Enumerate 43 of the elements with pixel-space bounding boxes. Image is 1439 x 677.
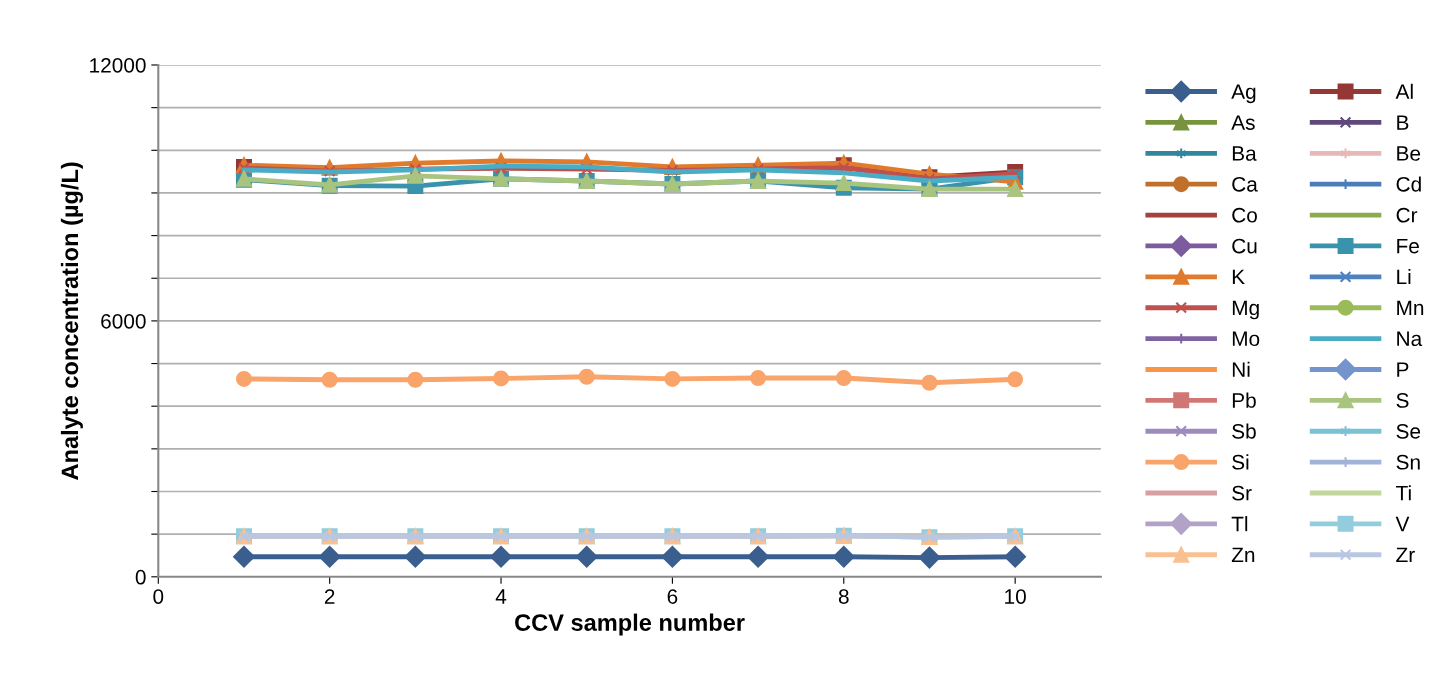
y-axis-title: Analyte concentration (µg/L) [60, 162, 83, 480]
legend-label: Ba [1232, 146, 1257, 161]
legend-label: Mg [1232, 300, 1259, 320]
legend-label: Se [1396, 423, 1421, 439]
legend-label: Zn [1231, 547, 1255, 563]
legend-label: Ni [1232, 361, 1250, 377]
legend-label: K [1232, 269, 1245, 285]
legend-label: Ti [1396, 485, 1411, 501]
legend-label: Ca [1232, 176, 1258, 192]
legend-label: S [1396, 393, 1409, 408]
legend-label: Pb [1232, 392, 1256, 408]
y-tick-label: 12000 [90, 57, 146, 73]
legend-label: Cd [1396, 176, 1421, 192]
legend-label: Mn [1397, 300, 1424, 315]
legend-label: Al [1395, 83, 1413, 99]
legend-label: Be [1397, 146, 1421, 161]
legend-label: Zr [1396, 547, 1415, 563]
legend-label: Ag [1231, 84, 1256, 104]
y-tick-label: 0 [135, 569, 146, 585]
legend-label: V [1395, 516, 1410, 532]
legend-label: B [1397, 115, 1409, 130]
x-axis-title: CCV sample number [515, 613, 745, 636]
legend-label: Fe [1397, 238, 1419, 254]
x-tick-label: 6 [667, 589, 678, 604]
y-tick-label: 6000 [101, 313, 146, 329]
x-tick-label: 8 [838, 589, 849, 604]
legend-label: Sb [1232, 423, 1256, 439]
legend-label: Si [1232, 454, 1249, 470]
legend-label: Mo [1232, 331, 1260, 347]
legend-label: Cu [1232, 238, 1257, 254]
legend-label: Cr [1396, 207, 1418, 223]
x-tick-label: 4 [495, 589, 507, 604]
legend-label: Sn [1396, 454, 1420, 470]
x-tick-label: 0 [153, 589, 164, 604]
legend-label: Tl [1231, 516, 1248, 532]
legend-label: P [1397, 362, 1409, 377]
legend-label: Li [1397, 269, 1411, 285]
legend-label: Sr [1232, 485, 1252, 501]
x-tick-label: 2 [324, 589, 335, 604]
legend-label: Co [1232, 207, 1257, 223]
legend-label: As [1231, 115, 1255, 130]
legend-label: Na [1397, 331, 1423, 347]
x-tick-label: 10 [1005, 589, 1026, 604]
